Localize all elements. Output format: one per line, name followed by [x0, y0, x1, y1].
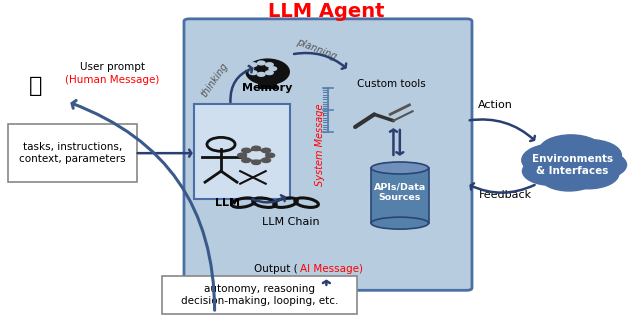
Circle shape [266, 63, 273, 67]
Text: Output (: Output ( [254, 264, 298, 274]
Circle shape [237, 153, 246, 157]
Circle shape [246, 67, 253, 70]
Circle shape [266, 71, 273, 75]
Text: autonomy, reasoning
decision-making, looping, etc.: autonomy, reasoning decision-making, loo… [180, 284, 338, 306]
Circle shape [557, 158, 619, 189]
Text: APIs/Data
Sources: APIs/Data Sources [374, 183, 426, 202]
Circle shape [262, 148, 271, 153]
Text: thinking: thinking [199, 60, 230, 99]
FancyBboxPatch shape [184, 19, 472, 290]
Circle shape [569, 151, 627, 179]
Circle shape [242, 158, 251, 163]
Bar [258, 80, 277, 89]
Ellipse shape [371, 217, 429, 229]
Text: Feedback: Feedback [478, 190, 531, 200]
Text: Memory: Memory [243, 84, 293, 93]
Circle shape [257, 72, 265, 76]
Text: LLM Agent: LLM Agent [268, 3, 385, 21]
Text: LLM Chain: LLM Chain [262, 217, 320, 227]
Circle shape [540, 163, 598, 191]
Circle shape [522, 157, 580, 185]
Circle shape [257, 61, 265, 65]
Circle shape [522, 144, 588, 177]
Circle shape [250, 71, 257, 75]
Circle shape [531, 144, 614, 185]
Text: Action: Action [478, 100, 513, 110]
Text: tasks, instructions,
context, parameters: tasks, instructions, context, parameters [19, 142, 126, 164]
Text: 🎨: 🎨 [29, 76, 42, 96]
Circle shape [539, 135, 603, 166]
FancyBboxPatch shape [162, 276, 357, 314]
Text: System Message: System Message [315, 103, 325, 186]
Ellipse shape [371, 162, 429, 174]
Circle shape [557, 140, 621, 171]
Circle shape [262, 158, 271, 163]
Text: AI Message): AI Message) [300, 264, 363, 274]
Text: (Human Message): (Human Message) [65, 75, 159, 85]
Circle shape [242, 148, 251, 153]
Circle shape [252, 146, 260, 151]
Text: planning: planning [295, 37, 339, 62]
Text: LLM: LLM [215, 198, 240, 208]
Circle shape [250, 63, 257, 67]
Circle shape [269, 67, 276, 70]
Text: Environments
& Interfaces: Environments & Interfaces [532, 154, 613, 176]
Bar [371, 168, 429, 223]
FancyBboxPatch shape [193, 104, 290, 199]
Ellipse shape [245, 59, 290, 85]
FancyBboxPatch shape [8, 124, 137, 181]
Circle shape [266, 153, 275, 157]
Text: User prompt: User prompt [80, 62, 145, 72]
Circle shape [252, 160, 260, 164]
Text: Custom tools: Custom tools [357, 79, 426, 89]
